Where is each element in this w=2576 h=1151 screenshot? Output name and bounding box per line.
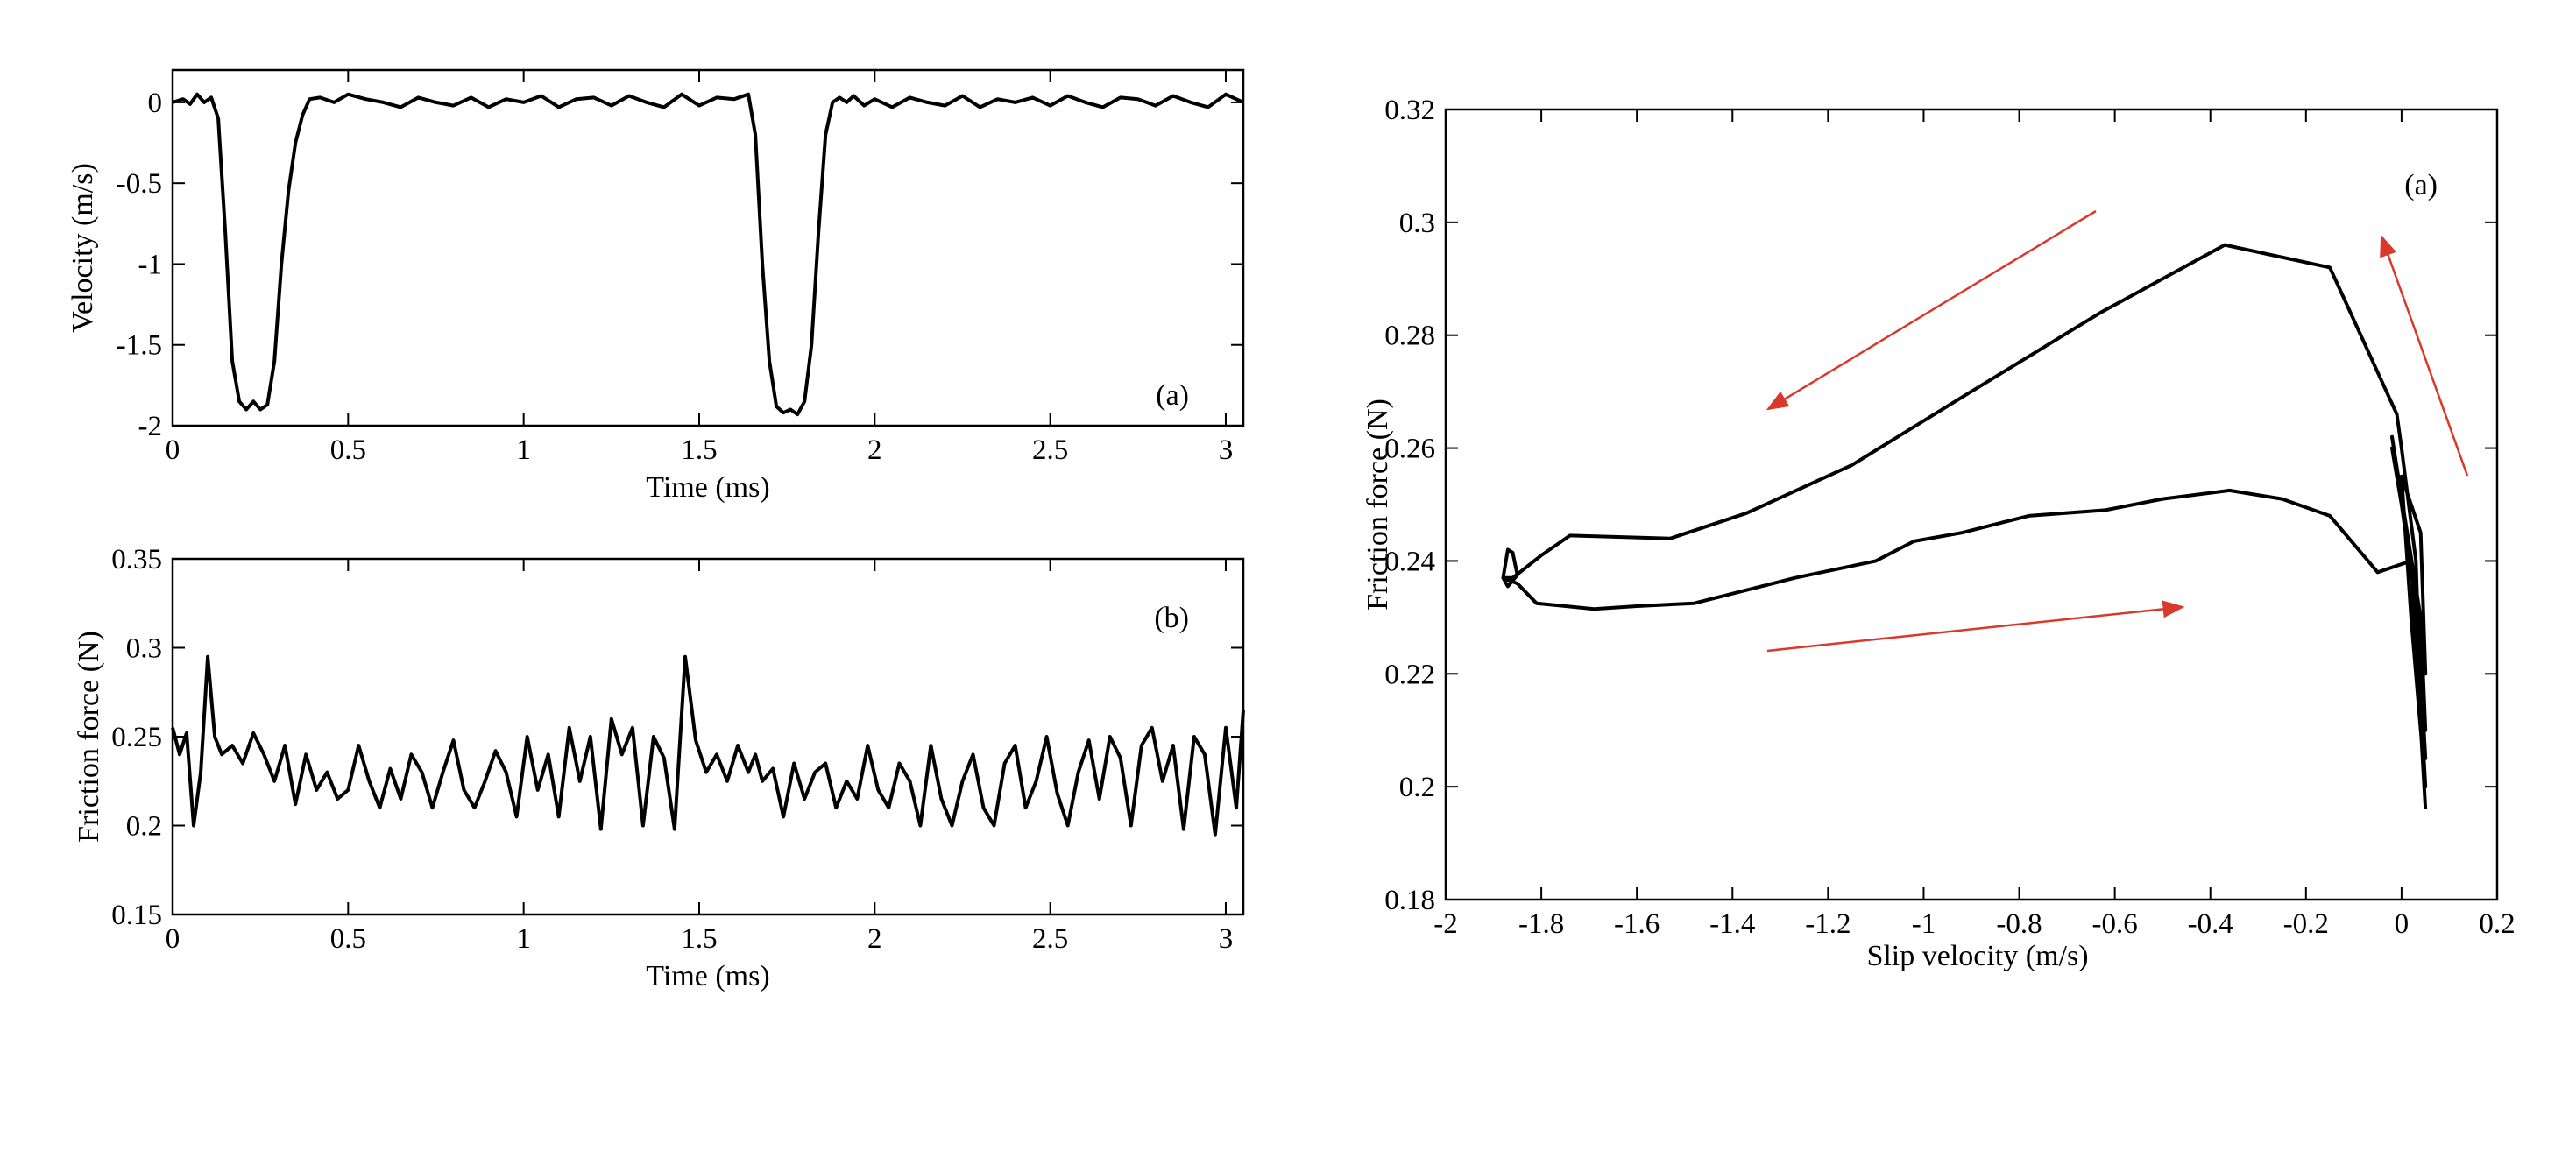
x-tick-label: 0 — [2395, 908, 2410, 940]
x-tick-label: -0.2 — [2283, 908, 2329, 940]
panel-label-b: (b) — [1154, 602, 1189, 634]
x-tick-label: 2 — [867, 923, 882, 955]
y-tick-label: 0.35 — [111, 544, 162, 576]
y-tick-label: 0.25 — [111, 722, 162, 753]
y-tick-label: 0.3 — [1399, 208, 1435, 239]
y-axis-label: Friction force (N) — [1362, 399, 1394, 611]
y-axis-label: Velocity (m/s) — [67, 163, 99, 333]
x-tick-label: 1 — [516, 434, 531, 466]
y-tick-label: -1.5 — [117, 330, 162, 362]
x-tick-label: 1.5 — [681, 434, 717, 466]
x-tick-label: 3 — [1219, 923, 1234, 955]
y-tick-label: 0.18 — [1384, 885, 1435, 916]
x-tick-label: -1.8 — [1518, 908, 1564, 940]
y-tick-label: 0.2 — [1399, 772, 1435, 803]
y-axis: -2 -1.5 -1 -0.5 0 — [117, 88, 1243, 442]
x-tick-label: 2.5 — [1032, 923, 1068, 955]
velocity-line — [172, 92, 1244, 417]
x-axis: 0 0.5 1 1.5 2 2.5 3 — [166, 559, 1233, 955]
x-tick-label: -2 — [1433, 908, 1458, 940]
plot-frame — [171, 68, 1245, 427]
friction-time-panel: 0 0.5 1 1.5 2 2.5 3 0.15 0.2 0.25 0.3 0.35 Time (m… — [73, 544, 1245, 992]
x-axis-label: Slip velocity (m/s) — [1866, 940, 2088, 972]
x-tick-label: -0.8 — [1996, 908, 2042, 940]
arrow-rising — [2380, 234, 2469, 477]
y-tick-label: -0.5 — [117, 168, 162, 200]
arrow-decelerating — [1766, 209, 2097, 411]
plot-frame — [171, 557, 1245, 916]
velocity-panel: 0 0.5 1 1.5 2 2.5 3 -2 -1.5 -1 -0.5 0 Time (ms) Ve… — [67, 68, 1245, 504]
x-tick-label: 1.5 — [681, 923, 717, 955]
y-tick-label: 0.28 — [1384, 321, 1435, 352]
arrow-accelerating — [1766, 600, 2185, 653]
x-axis: 0 0.5 1 1.5 2 2.5 3 — [166, 70, 1233, 466]
y-tick-label: -1 — [138, 249, 163, 280]
y-tick-label: 0.26 — [1384, 434, 1435, 465]
friction-loop-line — [1501, 243, 2428, 810]
x-tick-label: 2 — [867, 434, 882, 466]
friction-velocity-panel: -2 -1.8 -1.6 -1.4 -1.2 -1 -0.8 -0.6 -0.4 -0.2 0 0.2… — [1362, 95, 2516, 972]
y-axis: 0.18 0.2 0.22 0.24 0.26 0.28 0.3 0.32 — [1384, 95, 2497, 916]
plot-frame — [1444, 108, 2499, 901]
x-tick-label: -1 — [1912, 908, 1936, 940]
friction-force-line — [171, 654, 1245, 837]
y-tick-label: 0.2 — [126, 811, 162, 843]
x-tick-label: 0 — [166, 434, 180, 466]
x-axis-label: Time (ms) — [646, 960, 769, 992]
y-tick-label: 0.22 — [1384, 659, 1435, 690]
y-tick-label: 0.3 — [126, 633, 162, 665]
x-tick-label: 1 — [516, 923, 531, 955]
y-tick-label: 0.32 — [1384, 95, 1435, 126]
x-tick-label: 0.5 — [330, 434, 366, 466]
y-tick-label: 0 — [148, 88, 163, 119]
x-tick-label: 0.2 — [2479, 908, 2515, 940]
x-tick-label: -0.4 — [2188, 908, 2233, 940]
y-tick-label: 0.24 — [1384, 546, 1435, 577]
x-tick-label: -1.2 — [1805, 908, 1851, 940]
y-tick-label: -2 — [138, 411, 163, 442]
x-tick-label: -0.6 — [2092, 908, 2138, 940]
y-axis: 0.15 0.2 0.25 0.3 0.35 — [111, 544, 1243, 931]
x-tick-label: 0.5 — [330, 923, 366, 955]
panel-label-a: (a) — [2404, 169, 2438, 201]
x-tick-label: 2.5 — [1032, 434, 1068, 466]
y-tick-label: 0.15 — [111, 900, 162, 931]
x-tick-label: 3 — [1219, 434, 1234, 466]
panel-label-a: (a) — [1156, 379, 1189, 412]
x-tick-label: -1.6 — [1614, 908, 1660, 940]
x-axis: -2 -1.8 -1.6 -1.4 -1.2 -1 -0.8 -0.6 -0.4 -0.2 0 0.2 — [1433, 109, 2516, 940]
y-axis-label: Friction force (N) — [73, 631, 105, 843]
x-tick-label: 0 — [166, 923, 180, 955]
x-tick-label: -1.4 — [1709, 908, 1755, 940]
x-axis-label: Time (ms) — [646, 471, 769, 504]
